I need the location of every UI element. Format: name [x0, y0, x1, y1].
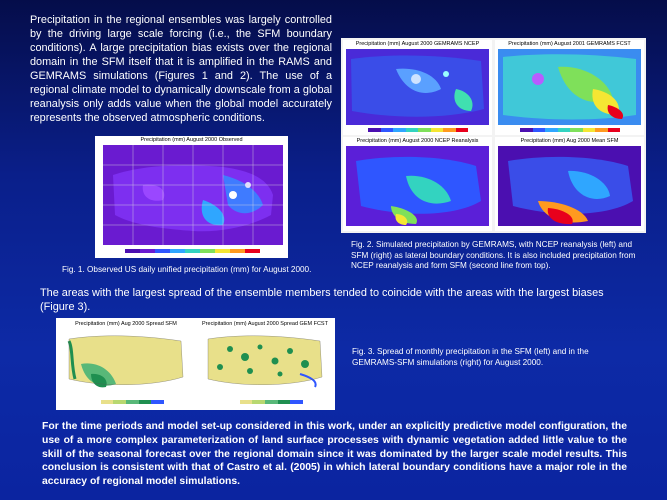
fig2-panel-gemrams-ncep: Precipitation (mm) August 2000 GEMRAMS N… [343, 40, 492, 135]
precip-map-image [346, 49, 489, 125]
colorbar [368, 128, 468, 132]
fig3-caption: Fig. 3. Spread of monthly precipitation … [352, 347, 589, 367]
intro-paragraph: Precipitation in the regional ensembles … [30, 14, 332, 124]
fig3-panel-spread-gem-fcst: Precipitation (mm) August 2000 Spread GE… [197, 320, 333, 408]
fig1-colorbar [125, 249, 260, 253]
panel-title: Precipitation (mm) Aug 2000 Spread SFM [75, 321, 177, 327]
precip-map-image [498, 49, 641, 125]
panel-title: Precipitation (mm) August 2000 GEMRAMS N… [355, 41, 480, 47]
fig3-spread-maps: Precipitation (mm) Aug 2000 Spread SFM P… [56, 318, 335, 410]
panel-title: Precipitation (mm) August 2001 GEMRAMS F… [508, 41, 631, 47]
colorbar [520, 128, 620, 132]
spread-paragraph: The areas with the largest spread of the… [40, 287, 604, 313]
spread-map-image [200, 329, 330, 395]
spread-map-image [61, 329, 191, 395]
precip-map-image [103, 145, 283, 245]
conclusion-paragraph: For the time periods and model set-up co… [42, 421, 627, 488]
precip-map-image [346, 146, 489, 226]
fig1-observed-precip-map: Precipitation (mm) August 2000 Observed [95, 136, 288, 258]
panel-title: Precipitation (mm) August 2000 NCEP Rean… [356, 138, 479, 144]
fig2-caption: Fig. 2. Simulated precipitation by GEMRA… [351, 240, 636, 271]
panel-title: Precipitation (mm) Aug 2000 Mean SFM [520, 138, 619, 144]
fig2-panel-gemrams-fcst: Precipitation (mm) August 2001 GEMRAMS F… [495, 40, 644, 135]
fig2-panel-mean-sfm: Precipitation (mm) Aug 2000 Mean SFM [495, 137, 644, 231]
fig2-gemrams-precip-maps: Precipitation (mm) August 2000 GEMRAMS N… [341, 38, 646, 233]
fig1-caption: Fig. 1. Observed US daily unified precip… [62, 265, 312, 274]
fig1-panel-title: Precipitation (mm) August 2000 Observed [140, 137, 243, 143]
panel-title: Precipitation (mm) August 2000 Spread GE… [202, 321, 328, 327]
colorbar [88, 400, 165, 404]
colorbar [227, 400, 304, 404]
fig2-panel-ncep-reanalysis: Precipitation (mm) August 2000 NCEP Rean… [343, 137, 492, 231]
fig3-panel-spread-sfm: Precipitation (mm) Aug 2000 Spread SFM [58, 320, 194, 408]
precip-map-image [498, 146, 641, 226]
